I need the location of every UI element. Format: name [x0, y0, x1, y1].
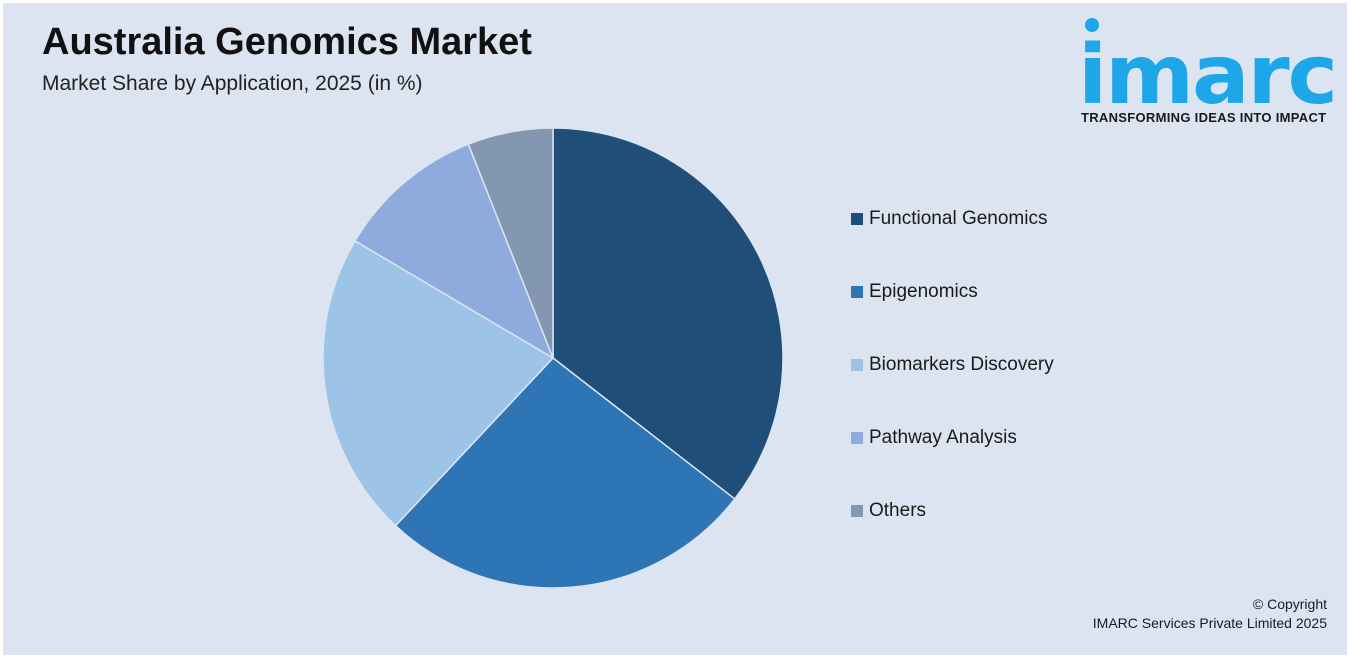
legend-label: Epigenomics: [869, 281, 978, 302]
legend-label: Biomarkers Discovery: [869, 354, 1054, 375]
copyright-block: © Copyright IMARC Services Private Limit…: [1093, 595, 1327, 633]
chart-panel: Australia Genomics Market Market Share b…: [3, 3, 1347, 655]
copyright-line2: IMARC Services Private Limited 2025: [1092, 615, 1327, 631]
copyright-line1: © Copyright: [1252, 596, 1327, 612]
legend-swatch: [851, 286, 863, 298]
legend-item-epigenomics: Epigenomics: [851, 279, 978, 305]
pie-slice-pathway-analysis: [354, 143, 555, 360]
pie-slice-epigenomics: [394, 356, 736, 589]
legend-item-pathway-analysis: Pathway Analysis: [851, 425, 1017, 451]
legend-item-others: Others: [851, 498, 926, 524]
imarc-logo: imarc TRANSFORMING IDEAS INTO IMPACT: [1076, 15, 1341, 130]
chart-title: Australia Genomics Market: [42, 21, 532, 63]
imarc-logo-wordmark: imarc: [1078, 18, 1338, 110]
legend-item-functional-genomics: Functional Genomics: [851, 206, 1047, 232]
legend-label: Others: [869, 500, 927, 521]
pie-chart: [322, 127, 784, 589]
legend-swatch: [851, 359, 863, 371]
logo-text: imarc: [1078, 28, 1336, 110]
logo-tagline: TRANSFORMING IDEAS INTO IMPACT: [1081, 110, 1327, 125]
chart-subtitle: Market Share by Application, 2025 (in %): [42, 72, 423, 95]
pie-slice-functional-genomics: [552, 127, 784, 501]
legend-swatch: [851, 505, 863, 517]
logo-dot: [1085, 18, 1099, 32]
pie-slice-others: [467, 127, 554, 359]
legend-swatch: [851, 213, 863, 225]
pie-slice-biomarkers-discovery: [322, 239, 555, 527]
legend-item-biomarkers-discovery: Biomarkers Discovery: [851, 352, 1054, 378]
legend-label: Pathway Analysis: [869, 427, 1017, 448]
legend-swatch: [851, 432, 863, 444]
legend-label: Functional Genomics: [869, 208, 1048, 229]
